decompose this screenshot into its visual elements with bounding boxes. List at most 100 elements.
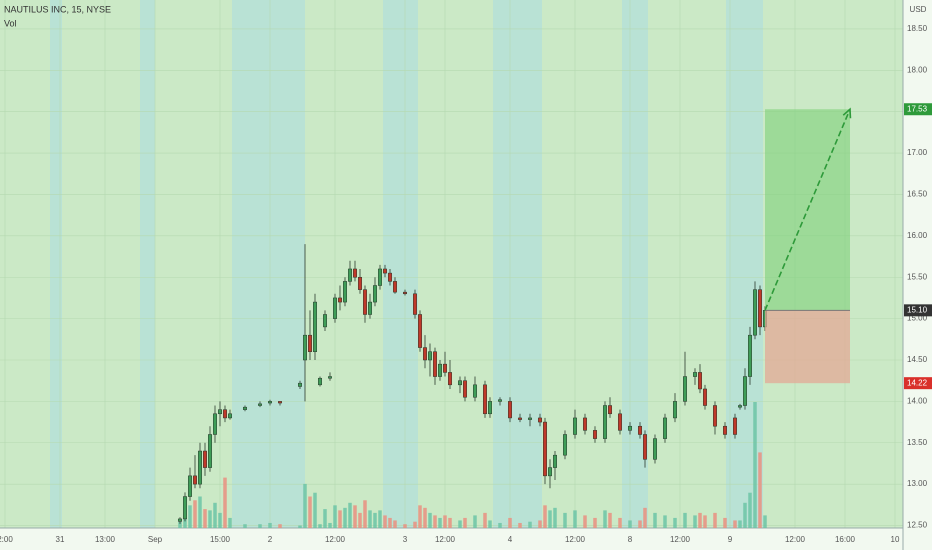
volume-bar [353,505,357,528]
volume-bar [318,524,322,528]
session-band [140,0,155,528]
y-tick-label: 13.50 [907,438,928,447]
x-tick-label: 9 [728,535,733,544]
volume-bar [448,517,452,528]
candle-body [178,518,182,522]
x-tick-label: 12:00 [325,535,346,544]
volume-bar [403,524,407,528]
volume-bar [428,512,432,528]
candle-body [198,450,202,485]
volume-bar [328,522,332,528]
volume-bar [548,510,552,528]
candle-body [423,347,427,361]
price-tag-label: 17.53 [907,104,928,113]
x-tick-label: 2 [268,535,273,544]
candle-body [368,301,372,315]
candle-body [608,405,612,415]
candle-body [383,268,387,274]
candle-body [418,314,422,348]
candle-body [733,417,737,435]
price-axis-panel [903,0,932,550]
y-tick-label: 14.00 [907,396,928,405]
volume-bar [458,520,462,528]
candle-body [538,417,542,423]
volume-bar [618,517,622,528]
volume-bar [308,496,312,528]
x-tick-label: 3 [403,535,408,544]
session-band [726,0,763,528]
candle-body [703,388,707,406]
volume-bar [298,525,302,528]
candle-body [723,425,727,435]
volume-bar [303,483,307,528]
volume-bar [683,512,687,528]
candle-body [378,268,382,286]
candle-body [338,297,342,303]
x-tick-label: 12:00 [785,535,806,544]
candle-body [498,399,502,402]
candle-body [268,401,272,404]
volume-bar [188,505,192,528]
candle-body [743,376,747,406]
volume-bar [393,520,397,528]
candle-body [188,475,192,497]
x-tick-label: 16:00 [835,535,856,544]
candle-body [308,334,312,352]
volume-bar [748,492,752,528]
candle-body [638,425,642,435]
candle-body [348,268,352,282]
candle-body [593,430,597,439]
candle-body [458,380,462,386]
price-tag [904,377,932,390]
volume-bar [183,515,187,528]
x-tick-label: 15:00 [210,535,231,544]
volume-bar [388,517,392,528]
candle-body [223,409,227,419]
volume-bar [573,510,577,528]
session-bands [50,0,763,528]
y-tick-label: 12.50 [907,521,928,530]
volume-bar [343,507,347,528]
candle-body [258,403,262,406]
volume-bar [603,510,607,528]
candle-body [673,401,677,419]
volume-bar [723,517,727,528]
volume-bar [713,512,717,528]
x-tick-label: Sep [148,535,163,544]
session-band [50,0,62,528]
y-tick-label: 18.00 [907,65,928,74]
candle-body [573,417,577,435]
session-band [493,0,542,528]
volume-bar [743,502,747,528]
volume-bar [338,510,342,528]
x-tick-label: 12:00 [435,535,456,544]
candle-body [663,417,667,439]
x-tick-label: 31 [56,535,65,544]
candle-body [508,401,512,419]
target-arrow [764,108,851,311]
candle-body [278,401,282,404]
candle-body [448,372,452,386]
session-band [232,0,305,528]
candle-body [373,285,377,303]
y-tick-label: 14.50 [907,355,928,364]
candle-body [393,281,397,293]
candle-body [323,314,327,328]
volume-bar [333,505,337,528]
volume-bar [693,515,697,528]
x-tick-label: 8 [628,535,633,544]
volume-bar [193,500,197,528]
candle-body [203,450,207,468]
candle-body [683,376,687,402]
volume-bar [433,515,437,528]
candle-body [228,413,232,419]
volume-bar [378,510,382,528]
candle-body [603,405,607,439]
x-tick-label: 4 [508,535,513,544]
volume-bar [628,520,632,528]
volume-bar [608,512,612,528]
volume-bar [518,522,522,528]
time-axis-panel [0,528,903,550]
volume-bar [443,515,447,528]
